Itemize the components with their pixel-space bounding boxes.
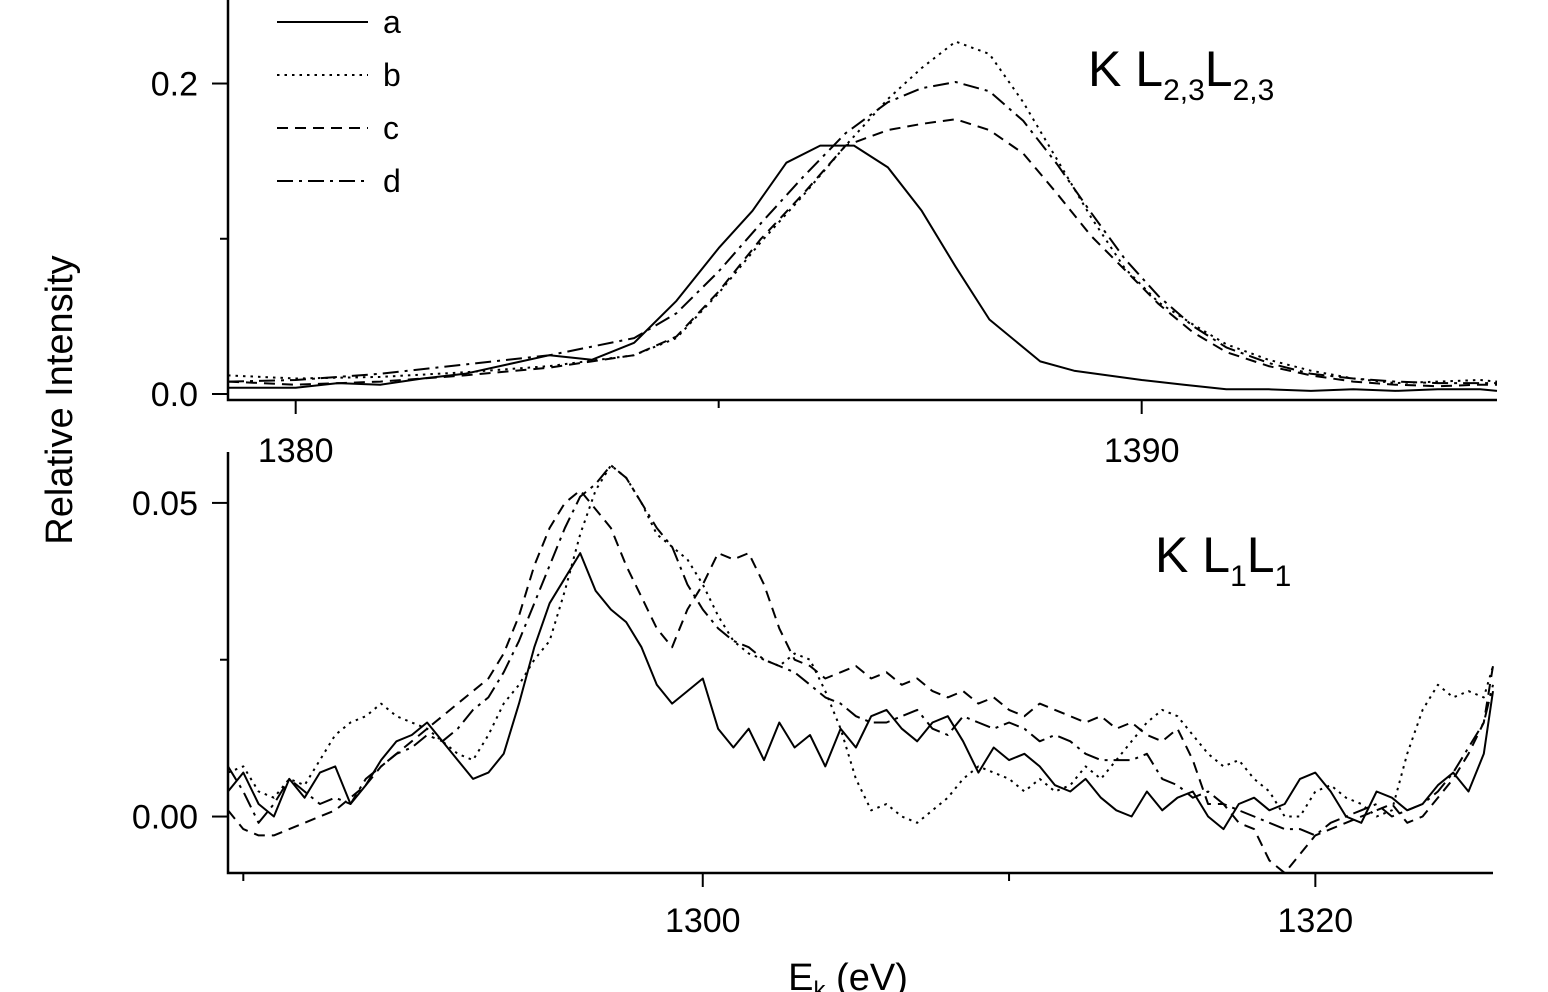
top-series-a (228, 144, 1498, 392)
bottom-series-d (227, 464, 1494, 837)
top-annotation-main: K L (1088, 41, 1163, 97)
legend-label-b: b (383, 57, 401, 93)
bottom-x-tick-label: 1300 (665, 902, 741, 940)
top-x-tick-label: 1380 (258, 432, 334, 470)
bottom-annotation-sub1: 1 (1230, 560, 1247, 593)
y-axis-title: Relative Intensity (39, 255, 81, 544)
top-series (227, 40, 1498, 392)
top-annotation-sub1: 2,3 (1163, 74, 1205, 107)
top-ticks: 1380 1390 0.0 0.2 (151, 66, 1180, 470)
bottom-series-a (227, 552, 1494, 831)
bottom-y-tick-label: 0.00 (132, 799, 198, 837)
bottom-annotation-sub2: 1 (1275, 560, 1292, 593)
bottom-annotation-main: K L (1155, 527, 1230, 583)
bottom-annotation-mid: L (1247, 527, 1275, 583)
legend-label-c: c (383, 110, 399, 146)
top-annotation-sub2: 2,3 (1233, 74, 1275, 107)
top-annotation-mid: L (1205, 41, 1233, 97)
top-series-b (227, 40, 1498, 385)
bottom-series-b (227, 464, 1494, 824)
top-y-tick-label: 0.0 (151, 376, 198, 414)
bottom-x-tick-label: 1320 (1278, 902, 1354, 940)
top-series-c (227, 118, 1497, 388)
bottom-panel-annotation: K L1L1 (1155, 527, 1291, 593)
x-axis-title-sub: k (814, 977, 827, 992)
bottom-series (227, 464, 1494, 874)
top-x-tick-label: 1390 (1104, 432, 1180, 470)
legend-label-a: a (383, 4, 401, 40)
bottom-y-tick-label: 0.05 (132, 485, 198, 523)
legend-label-d: d (383, 163, 401, 199)
bottom-ticks: 1300 1320 0.00 0.05 (132, 485, 1353, 940)
bottom-series-c (227, 489, 1494, 874)
top-y-tick-label: 0.2 (151, 66, 198, 104)
x-axis-title: Ek (eV) (788, 957, 908, 992)
top-axes (226, 0, 1497, 402)
x-axis-title-unit: (eV) (826, 957, 908, 992)
x-axis-title-main: E (788, 957, 813, 992)
top-panel-annotation: K L2,3L2,3 (1088, 41, 1274, 107)
top-series-d (227, 81, 1497, 385)
bottom-axes (226, 452, 1493, 875)
